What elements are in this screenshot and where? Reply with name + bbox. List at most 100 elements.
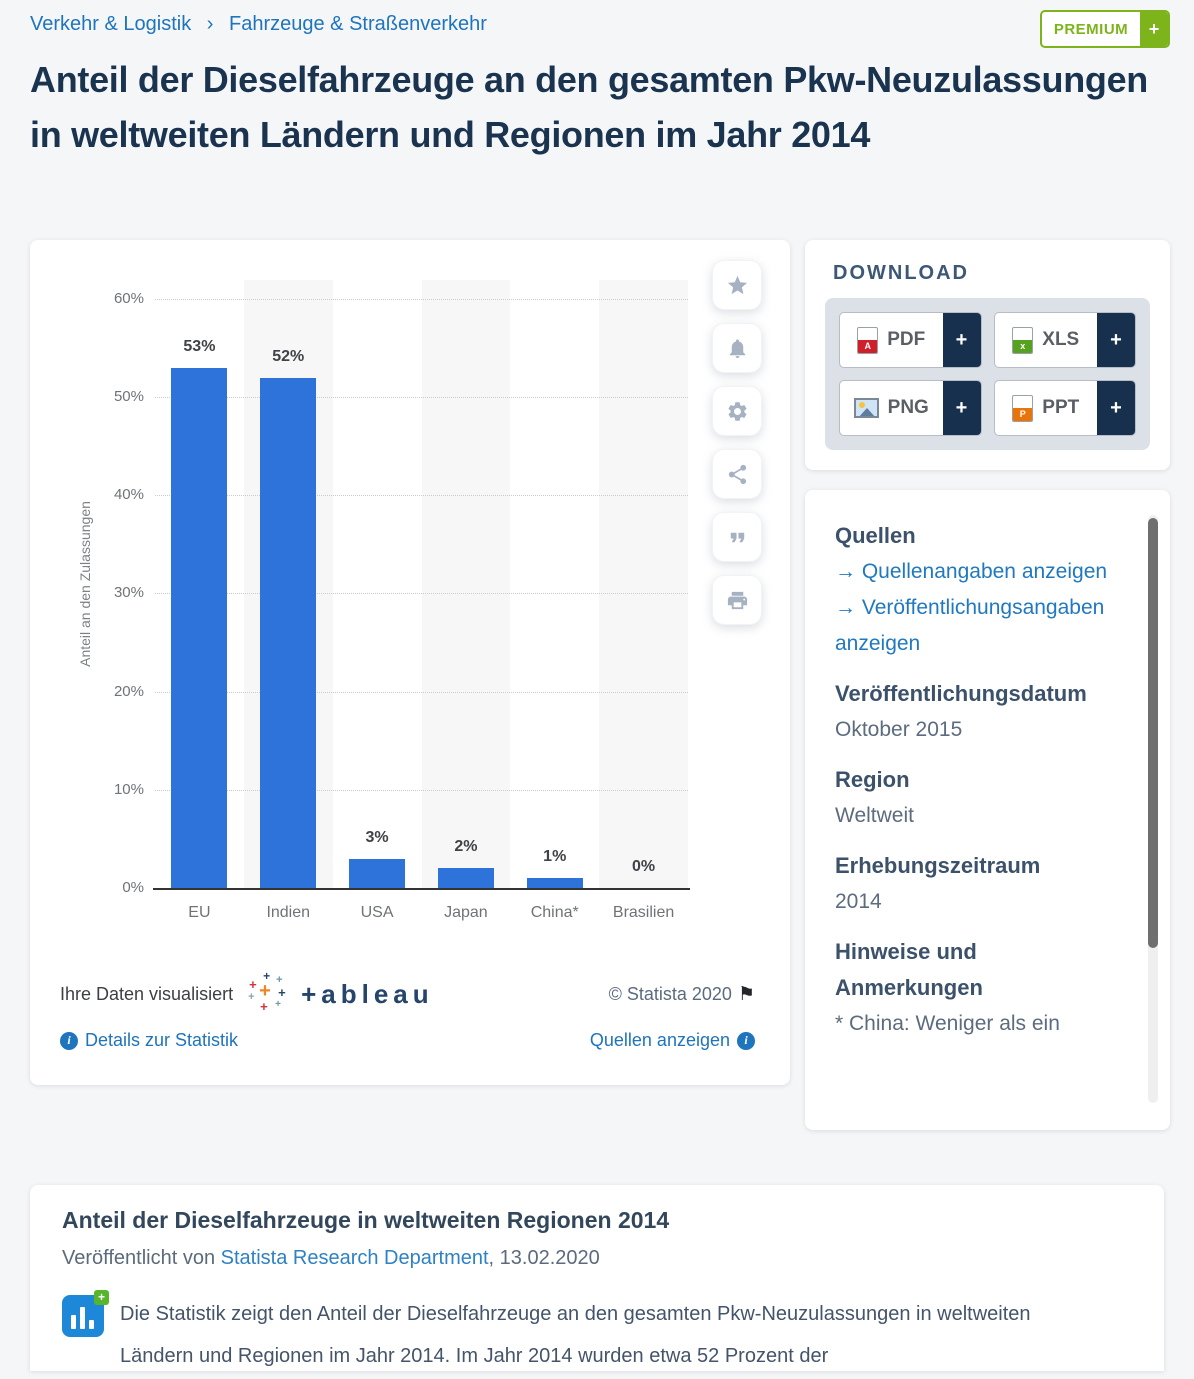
author-link[interactable]: Statista Research Department (220, 1247, 489, 1269)
x-category-label: EU (188, 904, 211, 921)
print-button[interactable] (712, 575, 762, 625)
section-heading: Veröffentlichungsdatum (835, 681, 1087, 706)
visualized-by-text: Ihre Daten visualisiert (60, 983, 234, 1004)
publication-details-link[interactable]: → Veröffentlichungsangaben anzeigen (835, 590, 1120, 662)
quote-icon (730, 532, 744, 542)
x-category-label: Japan (444, 904, 488, 921)
chart-action-toolbar (712, 260, 762, 625)
favorite-button[interactable] (712, 260, 762, 310)
bar-value-label: 2% (454, 838, 478, 856)
publication-details-link-label: Veröffentlichungsangaben anzeigen (835, 596, 1105, 655)
bar-value-label: 3% (365, 828, 389, 846)
article-section: Anteil der Dieselfahrzeuge in weltweiten… (30, 1185, 1164, 1371)
section-value: * China: Weniger als ein (835, 1012, 1060, 1035)
settings-button[interactable] (712, 386, 762, 436)
x-category-label: Brasilien (612, 904, 675, 921)
breadcrumb-separator: › (206, 13, 214, 35)
premium-badge[interactable]: PREMIUM + (1040, 10, 1170, 48)
bar-chart: 53% 52% 3% 2% 1% 0% (153, 280, 690, 890)
section-heading: Erhebungszeitraum (835, 853, 1041, 878)
alert-button[interactable] (712, 323, 762, 373)
share-button[interactable] (712, 449, 762, 499)
bell-icon (729, 338, 745, 358)
article-body-text: Die Statistik zeigt den Anteil der Diese… (120, 1303, 1031, 1367)
breadcrumb: Verkehr & Logistik › Fahrzeuge & Straßen… (30, 13, 487, 36)
section-value: Oktober 2015 (835, 718, 963, 741)
printer-icon (727, 591, 747, 609)
gear-icon (728, 401, 746, 421)
download-png-button[interactable]: PNG + (839, 380, 982, 436)
bar (437, 868, 494, 888)
x-category-label: China* (530, 904, 579, 921)
section-value: Weltweit (835, 804, 914, 827)
published-prefix: Veröffentlicht von (62, 1247, 221, 1269)
grid-line (155, 593, 688, 595)
article-byline: Veröffentlicht von Statista Research Dep… (62, 1247, 600, 1270)
breadcrumb-link-category[interactable]: Verkehr & Logistik (30, 13, 192, 35)
premium-plus-icon: + (1140, 12, 1168, 46)
show-sources-link[interactable]: Quellen anzeigen i (590, 1030, 755, 1051)
download-ppt-button[interactable]: P PPT + (993, 380, 1136, 436)
grid-line (155, 691, 688, 693)
sources-link-label: Quellen anzeigen (589, 1030, 730, 1050)
bar-value-label: 53% (183, 337, 216, 355)
add-badge-icon: + (94, 1290, 109, 1305)
y-tick-label: 30% (113, 584, 144, 602)
info-icon: i (60, 1031, 78, 1050)
chart-card: Anteil an den Zulassungen 53% 52% 3% 2% 1% 0%… (30, 240, 790, 1085)
y-tick-label: 20% (113, 682, 144, 700)
pdf-label: PDF (887, 329, 926, 350)
y-tick-label: 50% (113, 388, 144, 406)
png-image-icon (853, 398, 879, 418)
flag-icon: ⚑ (737, 983, 755, 1005)
plus-icon: + (1097, 313, 1135, 367)
sources-details-link-label: Quellenangaben anzeigen (861, 560, 1108, 583)
scrollbar-thumb[interactable] (1148, 518, 1158, 948)
arrow-icon: → (835, 596, 856, 619)
download-pdf-button[interactable]: A PDF + (839, 312, 982, 368)
grid-line (155, 298, 688, 300)
y-tick-label: 0% (122, 879, 144, 896)
column-stripe (421, 280, 511, 888)
ppt-label: PPT (1042, 397, 1080, 418)
x-category-label: USA (360, 904, 394, 921)
download-panel: DOWNLOAD A PDF + x XLS + PNG + P (805, 240, 1170, 470)
survey-period-section: Erhebungszeitraum 2014 (835, 848, 1120, 920)
breadcrumb-link-subcategory[interactable]: Fahrzeuge & Straßenverkehr (229, 13, 487, 35)
info-icon: i (737, 1031, 755, 1050)
column-stripe (599, 280, 688, 888)
star-icon (727, 275, 747, 294)
download-button-group: A PDF + x XLS + PNG + P PPT + (825, 298, 1150, 450)
tableau-wordmark: +ableau (301, 978, 434, 1009)
bar (171, 367, 228, 888)
download-xls-button[interactable]: x XLS + (993, 312, 1136, 368)
sources-panel: Quellen → Quellenangaben anzeigen → Verö… (805, 490, 1170, 1130)
y-tick-label: 10% (113, 780, 144, 798)
tableau-logo[interactable]: + + + + + + + + +ableau (247, 970, 434, 1018)
sources-details-link[interactable]: → Quellenangaben anzeigen (835, 554, 1120, 590)
published-suffix: , 13.02.2020 (488, 1247, 600, 1269)
bar (349, 858, 406, 888)
share-icon (728, 464, 746, 484)
chart-footer-attribution: Ihre Daten visualisiert + + + + + + + + … (60, 968, 755, 1020)
details-link[interactable]: i Details zur Statistik (60, 1030, 238, 1051)
tableau-cluster-icon: + + + + + + + + (248, 969, 286, 1014)
y-tick-label: 60% (113, 289, 144, 307)
x-axis-line (153, 888, 690, 890)
y-tick-label: 40% (113, 486, 144, 504)
statistic-type-icon: + (62, 1290, 109, 1337)
section-value: 2014 (835, 890, 882, 913)
cite-button[interactable] (712, 512, 762, 562)
grid-line (155, 789, 688, 791)
grid-line (155, 397, 688, 399)
ppt-file-icon: P (1012, 394, 1034, 422)
x-category-label: Indien (266, 904, 311, 921)
pdf-file-icon: A (857, 326, 879, 354)
article-heading: Anteil der Dieselfahrzeuge in weltweiten… (62, 1207, 670, 1233)
chart-footer-links: i Details zur Statistik Quellen anzeigen… (60, 1030, 755, 1051)
xls-label: XLS (1042, 329, 1080, 350)
plus-icon: + (1097, 381, 1135, 435)
scrollbar-track[interactable] (1148, 515, 1158, 1103)
bar-value-label: 52% (272, 347, 305, 365)
section-heading: Region (835, 767, 910, 792)
